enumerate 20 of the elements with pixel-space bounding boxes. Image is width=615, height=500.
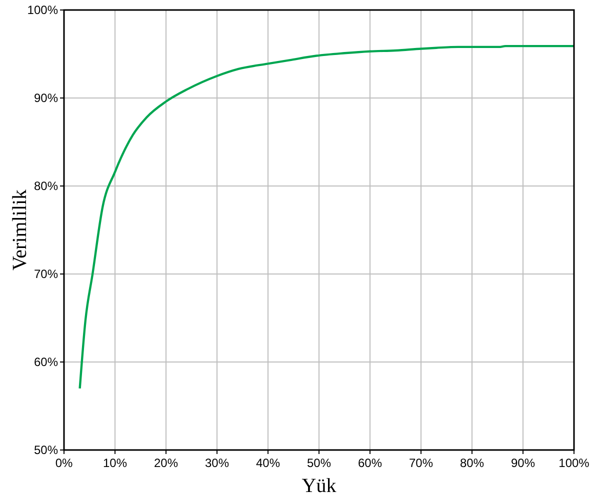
y-tick-label: 50%: [34, 443, 58, 457]
y-tick-label: 80%: [34, 179, 58, 193]
x-tick-label: 80%: [460, 456, 484, 470]
x-tick-label: 40%: [256, 456, 280, 470]
x-tick-label: 60%: [358, 456, 382, 470]
x-axis-title: Yük: [302, 475, 336, 497]
y-tick-label: 90%: [34, 91, 58, 105]
x-tick-label: 30%: [204, 456, 230, 470]
x-tick-label: 50%: [306, 456, 332, 470]
x-tick-label: 70%: [408, 456, 434, 470]
x-tick-label: 0%: [55, 456, 73, 470]
x-tick-label: 10%: [102, 456, 128, 470]
x-tick-label: 20%: [154, 456, 178, 470]
y-tick-label: 60%: [34, 355, 58, 369]
y-tick-label: 70%: [34, 267, 58, 281]
line-series: [78, 44, 576, 390]
y-axis-title: Verimlilik: [9, 189, 31, 271]
x-tick-label: 90%: [510, 456, 536, 470]
x-tick-label: 100%: [558, 456, 590, 470]
y-tick-label: 100%: [27, 3, 58, 17]
